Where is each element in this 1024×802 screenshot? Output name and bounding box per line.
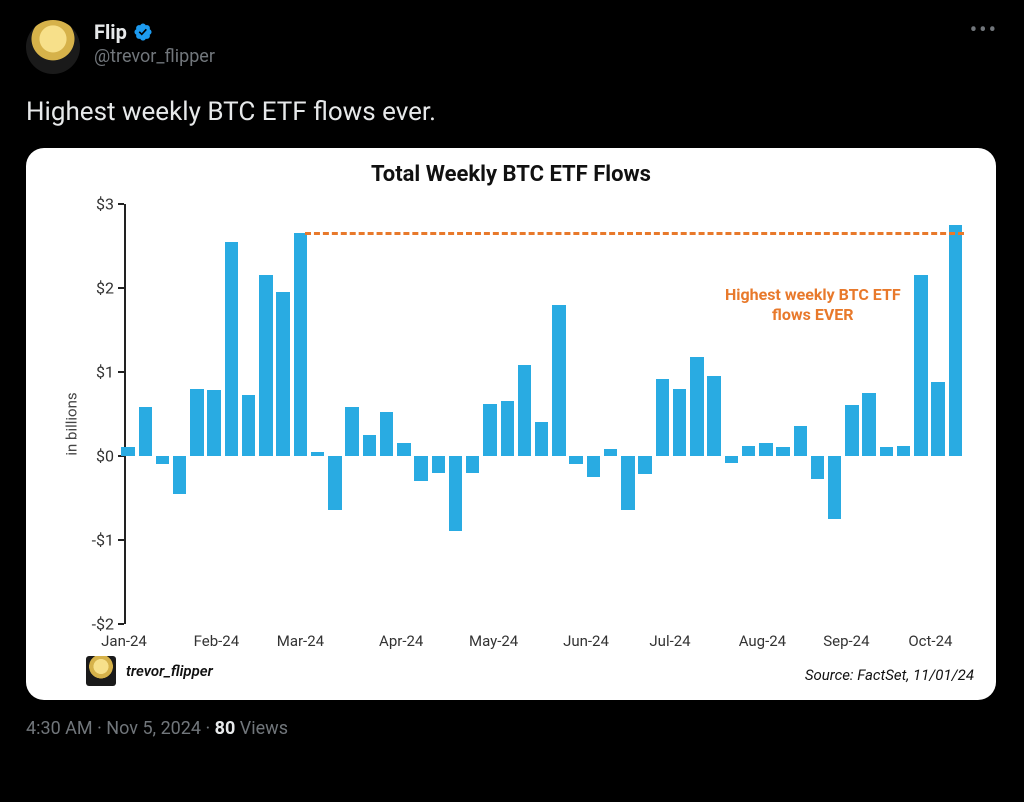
bar [569, 456, 582, 464]
x-tick-label: Jun-24 [563, 632, 609, 650]
bar [931, 382, 944, 456]
bar [311, 452, 324, 456]
bar [483, 404, 496, 456]
bar [656, 379, 669, 456]
bar [725, 456, 738, 463]
handle[interactable]: @trevor_flipper [94, 46, 215, 67]
display-name[interactable]: Flip [94, 20, 127, 44]
bar [397, 443, 410, 456]
bar [811, 456, 824, 480]
bar [897, 446, 910, 456]
bar [414, 456, 427, 481]
y-tick-label: -$1 [92, 530, 114, 549]
x-tick-label: Jul-24 [649, 632, 690, 650]
bar [707, 376, 720, 456]
bar [294, 233, 307, 456]
signature-avatar [86, 656, 116, 686]
tweet-header: Flip @trevor_flipper ••• [26, 20, 998, 74]
y-tick-label: $2 [96, 278, 114, 297]
bar [828, 456, 841, 519]
tweet-meta: 4:30 AM · Nov 5, 2024 · 80 Views [26, 718, 998, 739]
bar [363, 435, 376, 456]
chart-plot-area: $3$2$1$0-$1-$2Jan-24Feb-24Mar-24Apr-24Ma… [124, 204, 964, 624]
bar [501, 401, 514, 456]
bar [207, 390, 220, 456]
embedded-chart-card[interactable]: Total Weekly BTC ETF Flows in billions $… [26, 148, 996, 700]
bar [759, 443, 772, 456]
y-tick-label: $3 [96, 194, 114, 213]
chart-source: Source: FactSet, 11/01/24 [805, 666, 974, 684]
bar [328, 456, 341, 511]
bar [449, 456, 462, 532]
bar [345, 407, 358, 456]
tweet-text: Highest weekly BTC ETF flows ever. [26, 96, 998, 130]
bar [587, 456, 600, 477]
bar [139, 407, 152, 456]
y-tick-label: $1 [96, 362, 114, 381]
views-label: Views [235, 718, 288, 739]
bar [638, 456, 651, 474]
bar [466, 456, 479, 473]
bar [742, 446, 755, 456]
bar [535, 422, 548, 456]
bar [621, 456, 634, 511]
bar [432, 456, 445, 473]
tweet-time[interactable]: 4:30 AM [26, 718, 93, 739]
x-tick-label: Sep-24 [823, 632, 869, 650]
bar [949, 225, 962, 456]
name-block: Flip @trevor_flipper [94, 20, 215, 67]
reference-line [305, 232, 964, 235]
views-count[interactable]: 80 [215, 718, 236, 739]
x-tick-label: Mar-24 [277, 632, 324, 650]
bar [845, 405, 858, 455]
bar [259, 275, 272, 456]
bar [776, 447, 789, 455]
bar [276, 292, 289, 456]
bar [604, 449, 617, 456]
bar [552, 305, 565, 456]
x-tick-label: Feb-24 [194, 632, 240, 650]
avatar[interactable] [26, 20, 80, 74]
bar [190, 389, 203, 456]
x-tick-label: May-24 [469, 632, 518, 650]
x-tick-label: Apr-24 [379, 632, 423, 650]
bar [121, 447, 134, 455]
y-tick-label: $0 [96, 446, 114, 465]
y-tick-label: -$2 [92, 614, 114, 633]
x-tick-label: Jan-24 [101, 632, 147, 650]
y-axis-label: in billions [63, 392, 81, 455]
bar [518, 365, 531, 456]
x-tick-label: Aug-24 [739, 632, 786, 650]
chart-annotation: Highest weekly BTC ETFflows EVER [703, 285, 923, 325]
bar [380, 412, 393, 456]
tweet-date[interactable]: Nov 5, 2024 [106, 718, 201, 739]
chart-title: Total Weekly BTC ETF Flows [26, 148, 996, 187]
bar [156, 456, 169, 464]
bar [690, 357, 703, 456]
y-axis-line [124, 204, 126, 624]
bar [173, 456, 186, 494]
chart-signature: trevor_flipper [86, 656, 213, 686]
bar [225, 242, 238, 456]
bar [880, 447, 893, 455]
verified-badge-icon [133, 22, 153, 42]
bar [673, 389, 686, 456]
bar [242, 395, 255, 455]
tweet-container: Flip @trevor_flipper ••• Highest weekly … [0, 0, 1024, 802]
more-options-button[interactable]: ••• [970, 20, 998, 42]
x-tick-label: Oct-24 [908, 632, 952, 650]
bar [862, 393, 875, 456]
bar [794, 426, 807, 455]
signature-handle: trevor_flipper [126, 662, 213, 680]
